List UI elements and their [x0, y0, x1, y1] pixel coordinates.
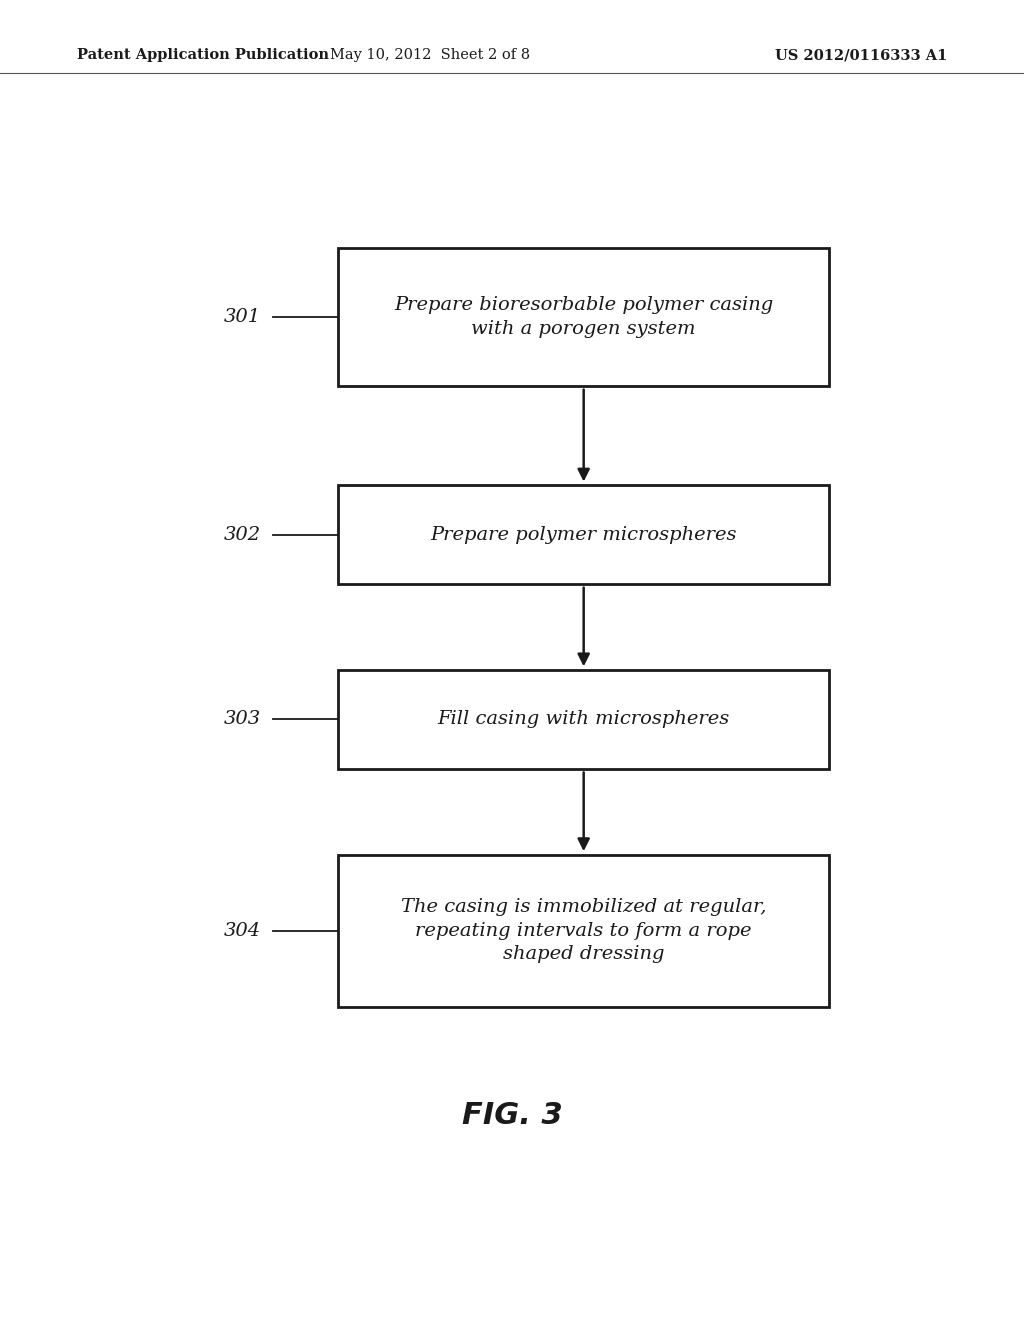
- FancyBboxPatch shape: [338, 486, 829, 583]
- Text: Fill casing with microspheres: Fill casing with microspheres: [437, 710, 730, 729]
- Text: 302: 302: [224, 525, 261, 544]
- Text: The casing is immobilized at regular,
repeating intervals to form a rope
shaped : The casing is immobilized at regular, re…: [401, 898, 766, 964]
- Text: Prepare bioresorbable polymer casing
with a porogen system: Prepare bioresorbable polymer casing wit…: [394, 296, 773, 338]
- FancyBboxPatch shape: [338, 248, 829, 385]
- Text: FIG. 3: FIG. 3: [462, 1101, 562, 1130]
- Text: 303: 303: [224, 710, 261, 729]
- Text: Prepare polymer microspheres: Prepare polymer microspheres: [430, 525, 737, 544]
- Text: May 10, 2012  Sheet 2 of 8: May 10, 2012 Sheet 2 of 8: [330, 49, 530, 62]
- Text: Patent Application Publication: Patent Application Publication: [77, 49, 329, 62]
- Text: US 2012/0116333 A1: US 2012/0116333 A1: [775, 49, 947, 62]
- Text: 301: 301: [224, 308, 261, 326]
- FancyBboxPatch shape: [338, 671, 829, 768]
- FancyBboxPatch shape: [338, 855, 829, 1006]
- Text: 304: 304: [224, 921, 261, 940]
